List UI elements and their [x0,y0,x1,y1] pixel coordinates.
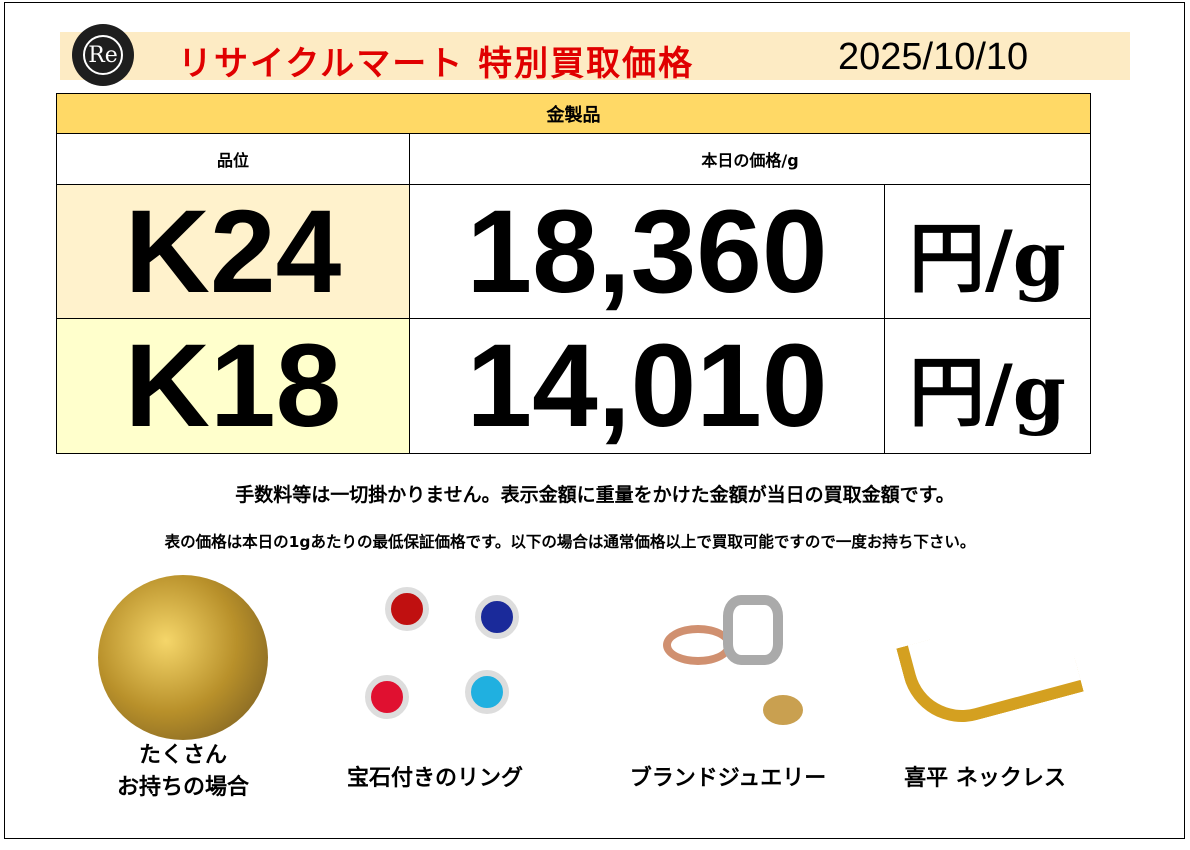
page-title: リサイクルマート 特別買取価格 [178,44,695,84]
item-bulk-gold: たくさん お持ちの場合 [73,575,293,804]
price-table: 金製品 品位 本日の価格/g K24 18,360 円/g K18 14,010 円/g [56,93,1091,454]
gold-pile-image [98,575,268,740]
grade-header: 品位 [56,133,410,185]
price-note: 表の価格は本日の1gあたりの最低保証価格です。以下の場合は通常価格以上で買取可能… [164,533,976,551]
gem-rings-image [335,575,535,745]
table-row: K18 14,010 円/g [56,318,1091,454]
store-logo: Re [72,24,134,86]
grade-cell: K18 [56,318,410,454]
date: 2025/10/10 [838,36,1029,78]
page-frame [4,2,1185,839]
grade-cell: K24 [56,184,410,319]
item-kihei-necklace: 喜平 ネックレス [875,575,1095,795]
price-header: 本日の価格/g [409,133,1091,185]
unit-cell: 円/g [884,184,1091,319]
category-header: 金製品 [56,93,1091,134]
price-cell: 14,010 [409,318,885,454]
header-band [60,32,1130,80]
kihei-necklace-image [885,575,1085,745]
brand-jewelry-image [643,575,813,745]
item-brand-jewelry: ブランドジュエリー [618,575,838,795]
price-cell: 18,360 [409,184,885,319]
fee-note: 手数料等は一切掛かりません。表示金額に重量をかけた金額が当日の買取金額です。 [235,484,955,506]
unit-cell: 円/g [884,318,1091,454]
item-gem-rings: 宝石付きのリング [325,575,545,795]
table-row: K24 18,360 円/g [56,184,1091,319]
